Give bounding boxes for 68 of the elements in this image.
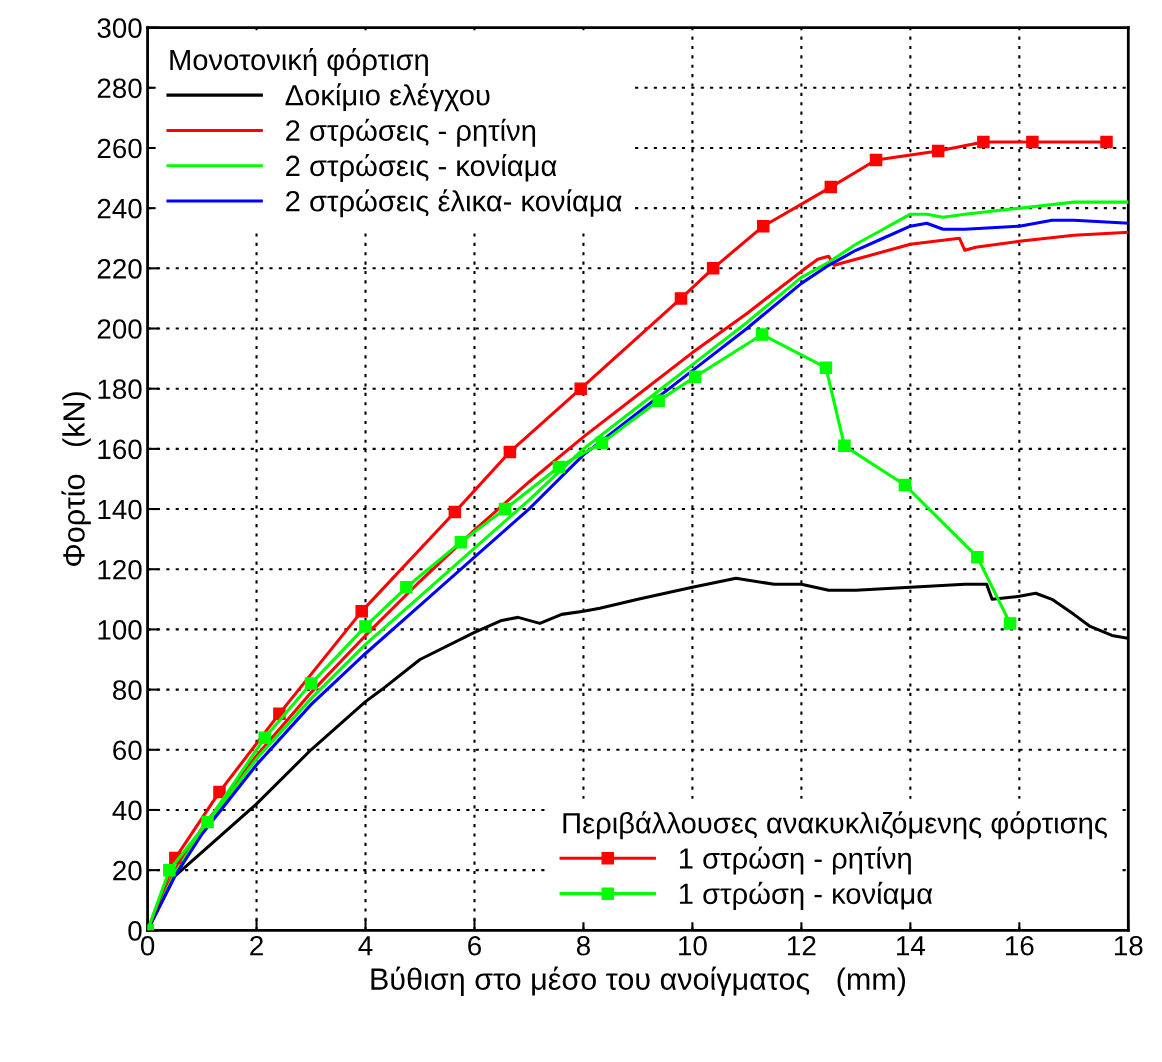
x-tick-label: 12	[788, 935, 816, 956]
point	[359, 620, 372, 633]
point	[1003, 617, 1017, 630]
x-tick-label: 14	[897, 936, 925, 956]
point	[838, 439, 851, 453]
point	[1100, 135, 1113, 149]
y-tick-label: 160	[98, 439, 142, 460]
point	[552, 460, 566, 474]
y-tick-label: 0	[128, 920, 142, 941]
legend-label: 1 στρώση - κονίαμα	[679, 881, 933, 910]
x-tick-label: 6	[468, 935, 481, 956]
y-tick-label: 120	[98, 559, 142, 580]
legend-label: 2 στρώσεις - ρητίνη	[286, 118, 536, 147]
point	[898, 478, 912, 492]
point	[448, 505, 462, 519]
point	[819, 361, 833, 374]
text: Περιβάλλουσες ανακυκλιζόμενης φόρτισης	[563, 811, 1107, 840]
y-tick-label: 100	[98, 620, 142, 640]
y-tick-label: 260	[97, 138, 142, 159]
x-axis-title: Βύθιση στο μέσο του ανοίγματος (mm)	[371, 966, 906, 996]
y-tick-label: 180	[98, 379, 142, 400]
point	[400, 581, 413, 594]
point	[213, 785, 226, 799]
point	[824, 180, 838, 194]
point	[688, 370, 702, 383]
point	[454, 535, 468, 549]
point	[757, 219, 770, 233]
point	[869, 153, 883, 167]
x-tick-label: 4	[358, 936, 373, 956]
point	[1026, 135, 1039, 149]
point	[258, 731, 271, 744]
x-tick-label: 2	[250, 935, 263, 956]
point	[706, 262, 720, 275]
legend-label: 2 στρώσεις - κονίαμα	[286, 153, 557, 182]
legend-label: Δοκίμιο ελέγχου	[285, 83, 490, 112]
x-tick-label: 16	[1006, 935, 1034, 956]
x-tick-label: 18	[1114, 935, 1143, 956]
point	[977, 135, 990, 149]
point	[595, 436, 609, 450]
point	[355, 605, 368, 618]
point	[574, 382, 587, 395]
text: Μονοτονική φόρτιση	[170, 48, 428, 77]
x-tick-label: 10	[679, 935, 707, 956]
point	[971, 550, 984, 564]
y-tick-label: 300	[97, 18, 142, 38]
y-tick-label: 240	[97, 198, 142, 219]
y-tick-label: 140	[98, 499, 142, 520]
x-tick-label: 8	[576, 935, 590, 956]
y-tick-label: 200	[97, 319, 142, 339]
x-tick-label: 0	[140, 935, 155, 956]
y-tick-label: 80	[113, 680, 142, 700]
point	[674, 292, 688, 305]
point	[163, 863, 176, 877]
y-tick-label: 280	[97, 78, 142, 99]
point	[652, 394, 665, 407]
y-tick-label: 60	[113, 740, 142, 761]
y-tick-label: 220	[97, 259, 142, 279]
legend-label: 2 στρώσεις έλικα- κονίαμα	[286, 189, 622, 218]
point	[498, 502, 512, 516]
point	[201, 815, 214, 829]
point	[304, 677, 318, 690]
y-tick-label: 20	[113, 860, 142, 881]
legend-label: 1 στρώση - ρητίνη	[679, 846, 911, 875]
point	[503, 445, 517, 459]
y-axis-title: Φορτίο (kN)	[61, 392, 91, 566]
point	[931, 144, 945, 158]
y-tick-label: 40	[112, 800, 142, 821]
point	[755, 328, 769, 341]
